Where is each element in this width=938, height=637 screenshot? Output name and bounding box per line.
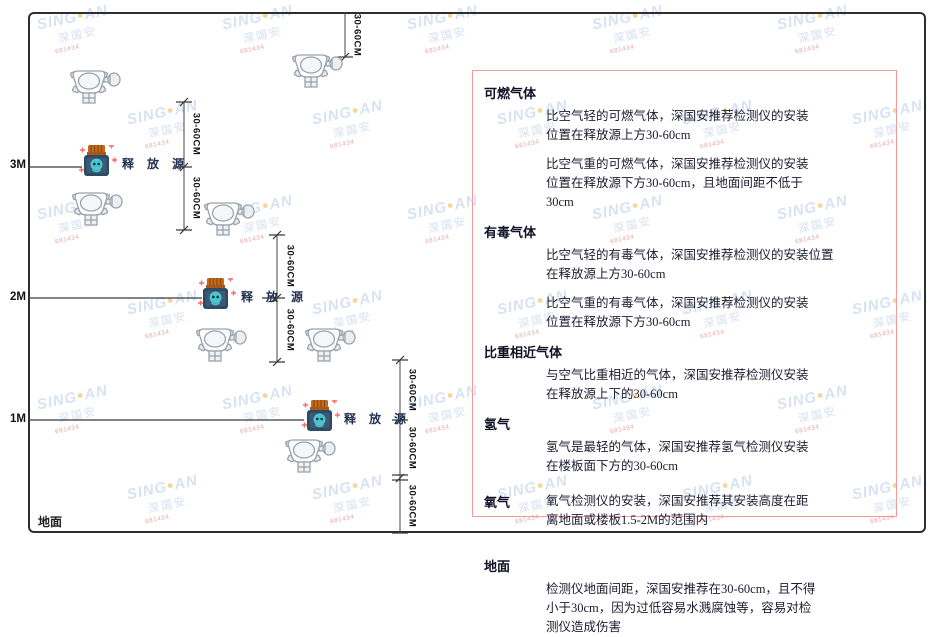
text-line: 氧气检测仪的安装，深国安推荐其安装高度在距 (546, 494, 809, 508)
axis-label-1m: 1M (10, 413, 26, 425)
dimension-label: 30-60CM (284, 308, 296, 352)
panel-section-oxygen: 氧气 氧气检测仪的安装，深国安推荐其安装高度在距 离地面或楼板1.5-2M的范围内 (484, 492, 882, 540)
dimension-linework (28, 12, 408, 534)
dimension-label: 30-60CM (406, 368, 418, 412)
text-line: 比空气重的可燃气体，深国安推荐检测仪的安装 (546, 157, 809, 171)
release-source-icon (78, 145, 118, 177)
section-heading-combustible-gas: 可燃气体 (484, 86, 537, 101)
dimension-ticks (176, 52, 408, 534)
gas-detector-icon (72, 192, 123, 226)
section-body: 氢气是最轻的气体，深国安推荐氢气检测仪安装 在楼板面下方的30-60cm (546, 438, 882, 476)
section-heading-hydrogen: 氢气 (484, 417, 511, 432)
section-heading-ground: 地面 (484, 559, 511, 574)
panel-section-ground: 地面检测仪地面间距，深国安推荐在30-60cm，且不得 小于30cm，因为过低容易… (484, 556, 882, 637)
section-paragraph: 比空气重的可燃气体，深国安推荐检测仪的安装 位置在释放源下方30-60cm，且地面… (546, 155, 882, 212)
section-paragraph: 比空气轻的可燃气体，深国安推荐检测仪的安装 位置在释放源上方30-60cm (546, 107, 882, 145)
panel-section-hydrogen: 氢气氢气是最轻的气体，深国安推荐氢气检测仪安装 在楼板面下方的30-60cm (484, 414, 882, 476)
section-paragraph: 氧气检测仪的安装，深国安推荐其安装高度在距 离地面或楼板1.5-2M的范围内 (546, 492, 809, 530)
gas-detector-icon (292, 54, 343, 88)
section-heading-similar-density-gas: 比重相近气体 (484, 345, 563, 360)
text-line: 与空气比重相近的气体，深国安推荐检测仪安装 (546, 368, 809, 382)
gas-detector-icon (70, 70, 121, 104)
dimension-label: 30-60CM (284, 244, 296, 288)
panel-body: 可燃气体 比空气轻的可燃气体，深国安推荐检测仪的安装 位置在释放源上方30-60cm… (484, 83, 882, 637)
text-line: 位置在释放源上方30-60cm (546, 128, 691, 142)
panel-section-similar-density-gas: 比重相近气体与空气比重相近的气体，深国安推荐检测仪安装 在释放源上下的30-60c… (484, 342, 882, 404)
dimension-label: 30-60CM (190, 112, 202, 156)
release-source-icon (301, 400, 341, 432)
text-line: 离地面或楼板1.5-2M的范围内 (546, 513, 709, 527)
section-body: 检测仪地面间距，深国安推荐在30-60cm，且不得 小于30cm，因为过低容易水溅… (546, 580, 882, 637)
text-line: 在释放源上下的30-60cm (546, 387, 678, 401)
section-paragraph: 比空气重的有毒气体，深国安推荐检测仪的安装 位置在释放源下方30-60cm (546, 294, 882, 332)
dimension-label: 30-60CM (351, 13, 363, 57)
panel-section-combustible-gas: 可燃气体 比空气轻的可燃气体，深国安推荐检测仪的安装 位置在释放源上方30-60cm… (484, 83, 882, 212)
ground-label: 地面 (38, 515, 63, 529)
gas-detector-icon (285, 439, 336, 473)
dimension-label: 30-60CM (190, 176, 202, 220)
axis-label-3m: 3M (10, 159, 26, 171)
text-line: 在楼板面下方的30-60cm (546, 459, 678, 473)
text-line: 小于30cm，因为过低容易水溅腐蚀等，容易对检 (546, 601, 812, 615)
release-source-label: 释 放 源 (344, 412, 412, 426)
section-body: 与空气比重相近的气体，深国安推荐检测仪安装 在释放源上下的30-60cm (546, 366, 882, 404)
release-source-icon (197, 278, 237, 310)
text-line: 检测仪地面间距，深国安推荐在30-60cm，且不得 (546, 582, 816, 596)
section-body: 比空气轻的可燃气体，深国安推荐检测仪的安装 位置在释放源上方30-60cm 比空气重… (546, 107, 882, 212)
text-line: 氢气是最轻的气体，深国安推荐氢气检测仪安装 (546, 440, 809, 454)
dimension-label: 30-60CM (406, 484, 418, 528)
gas-detector-icon (305, 328, 356, 362)
section-paragraph: 氢气是最轻的气体，深国安推荐氢气检测仪安装 在楼板面下方的30-60cm (546, 438, 882, 476)
section-heading-oxygen: 氧气 (484, 495, 511, 510)
section-paragraph: 与空气比重相近的气体，深国安推荐检测仪安装 在释放源上下的30-60cm (546, 366, 882, 404)
text-line: 比空气重的有毒气体，深国安推荐检测仪的安装 (546, 296, 809, 310)
panel-section-toxic-gas: 有毒气体 比空气轻的有毒气体，深国安推荐检测仪的安装位置 在释放源上方30-60cm… (484, 222, 882, 332)
section-paragraph: 检测仪地面间距，深国安推荐在30-60cm，且不得 小于30cm，因为过低容易水溅… (546, 580, 882, 637)
section-body: 比空气轻的有毒气体，深国安推荐检测仪的安装位置 在释放源上方30-60cm 比空气重… (546, 246, 882, 332)
section-body: 氧气检测仪的安装，深国安推荐其安装高度在距 离地面或楼板1.5-2M的范围内 (546, 492, 809, 540)
installation-guideline-panel: 可燃气体 比空气轻的可燃气体，深国安推荐检测仪的安装 位置在释放源上方30-60cm… (472, 70, 897, 634)
release-source-label: 释 放 源 (241, 290, 309, 304)
text-line: 在释放源上方30-60cm (546, 267, 666, 281)
text-line: 位置在释放源下方30-60cm，且地面间距不低于 (546, 176, 803, 190)
gas-detector-icon (196, 328, 247, 362)
dimension-label: 30-60CM (406, 426, 418, 470)
release-source-label: 释 放 源 (122, 157, 190, 171)
gas-detector-icon (204, 202, 255, 236)
text-line: 30cm (546, 195, 574, 209)
section-paragraph: 比空气轻的有毒气体，深国安推荐检测仪的安装位置 在释放源上方30-60cm (546, 246, 882, 284)
axis-label-2m: 2M (10, 291, 26, 303)
text-line: 比空气轻的可燃气体，深国安推荐检测仪的安装 (546, 109, 809, 123)
section-heading-toxic-gas: 有毒气体 (484, 225, 537, 240)
text-line: 比空气轻的有毒气体，深国安推荐检测仪的安装位置 (546, 248, 834, 262)
text-line: 位置在释放源下方30-60cm (546, 315, 691, 329)
text-line: 测仪造成伤害 (546, 620, 622, 634)
installation-diagram: 3M 2M 1M 释 放 源 释 放 源 释 放 源 30-60CM 30-60… (10, 12, 926, 634)
room-frame (28, 12, 926, 533)
